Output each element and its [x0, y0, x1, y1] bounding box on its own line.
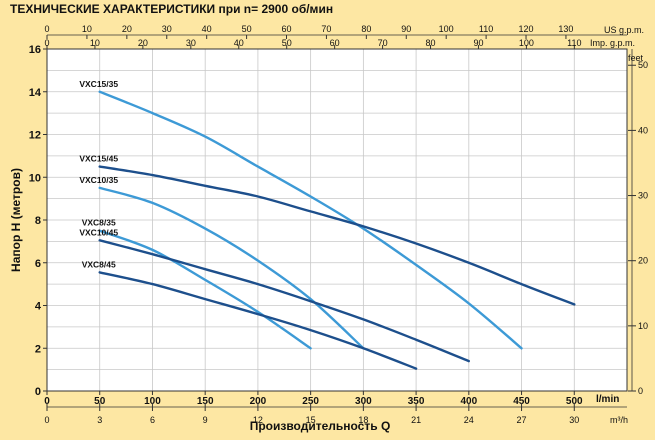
x-tick-label: 450 [513, 396, 530, 407]
m3h-tick-label: 9 [203, 415, 208, 425]
imp-gpm-tick-label: 80 [426, 38, 436, 48]
m3h-tick-label: 15 [306, 415, 316, 425]
m3h-unit-label: m³/h [610, 415, 628, 425]
x-tick-label: 350 [408, 396, 425, 407]
x-tick-label: 200 [250, 396, 267, 407]
y-tick-label: 8 [35, 215, 41, 227]
imp-gpm-tick-label: 40 [234, 38, 244, 48]
m3h-tick-label: 27 [517, 415, 527, 425]
series-label: VXC15/35 [79, 79, 118, 89]
us-gpm-tick-label: 120 [519, 24, 534, 34]
us-gpm-unit-label: US g.p.m. [604, 25, 644, 35]
feet-unit-label: feet [628, 53, 644, 63]
chart-title: ТЕХНИЧЕСКИЕ ХАРАКТЕРИСТИКИ при n= 2900 о… [10, 2, 333, 16]
x-tick-label: 150 [197, 396, 214, 407]
x-tick-label: 300 [355, 396, 372, 407]
imp-gpm-tick-label: 70 [378, 38, 388, 48]
y-tick-label: 0 [35, 386, 41, 398]
lmin-unit-label: l/min [596, 394, 619, 405]
us-gpm-tick-label: 30 [162, 24, 172, 34]
us-gpm-tick-label: 130 [558, 24, 573, 34]
us-gpm-tick-label: 50 [242, 24, 252, 34]
feet-tick-label: 50 [638, 60, 648, 70]
us-gpm-tick-label: 0 [44, 24, 49, 34]
us-gpm-tick-label: 40 [202, 24, 212, 34]
imp-gpm-tick-label: 0 [44, 38, 49, 48]
y-tick-label: 4 [35, 301, 42, 313]
m3h-tick-label: 30 [569, 415, 579, 425]
series-line [98, 229, 312, 350]
y-tick-label: 6 [35, 258, 41, 270]
us-gpm-tick-label: 60 [282, 24, 292, 34]
series-line [98, 271, 418, 370]
m3h-tick-label: 3 [97, 415, 102, 425]
series-label: VXC8/45 [82, 259, 116, 269]
y-tick-label: 14 [29, 87, 42, 99]
series-label: VXC10/35 [79, 175, 118, 185]
imp-gpm-tick-label: 90 [473, 38, 483, 48]
x-axis-label: Производительность Q [250, 419, 391, 433]
series-line [98, 186, 365, 350]
series-label: VXC8/35 [82, 218, 116, 228]
x-tick-label: 100 [144, 396, 161, 407]
x-tick-label: 250 [302, 396, 319, 407]
x-tick-label: 0 [44, 396, 50, 407]
feet-tick-label: 20 [638, 256, 648, 266]
us-gpm-tick-label: 110 [479, 24, 493, 34]
y-tick-label: 10 [29, 172, 41, 184]
feet-tick-label: 10 [638, 321, 648, 331]
x-tick-label: 500 [566, 396, 583, 407]
imp-gpm-tick-label: 30 [186, 38, 196, 48]
m3h-tick-label: 24 [464, 415, 474, 425]
feet-tick-label: 30 [638, 191, 648, 201]
imp-gpm-tick-label: 100 [519, 38, 534, 48]
imp-gpm-tick-label: 10 [90, 38, 100, 48]
y-axis-label: Напор H (метров) [9, 168, 23, 272]
series-line [98, 165, 576, 306]
series-line [98, 239, 470, 363]
m3h-tick-label: 6 [150, 415, 155, 425]
us-gpm-tick-label: 20 [122, 24, 132, 34]
x-tick-label: 50 [94, 396, 106, 407]
series-label: VXC15/45 [79, 154, 118, 164]
imp-gpm-unit-label: Imp. g.p.m. [590, 38, 635, 48]
us-gpm-tick-label: 80 [361, 24, 371, 34]
y-tick-label: 12 [29, 130, 41, 142]
us-gpm-tick-label: 100 [439, 24, 454, 34]
us-gpm-tick-label: 70 [321, 24, 331, 34]
m3h-tick-label: 18 [358, 415, 368, 425]
feet-tick-label: 0 [638, 386, 643, 396]
us-gpm-tick-label: 10 [82, 24, 92, 34]
series-label: VXC10/45 [79, 227, 118, 237]
imp-gpm-tick-label: 110 [567, 38, 581, 48]
y-tick-label: 2 [35, 343, 41, 355]
us-gpm-tick-label: 90 [401, 24, 411, 34]
feet-tick-label: 40 [638, 125, 648, 135]
imp-gpm-tick-label: 20 [138, 38, 148, 48]
m3h-tick-label: 21 [411, 415, 421, 425]
imp-gpm-tick-label: 50 [282, 38, 292, 48]
series-line [98, 90, 523, 350]
y-tick-label: 16 [29, 44, 41, 56]
imp-gpm-tick-label: 60 [330, 38, 340, 48]
x-tick-label: 400 [460, 396, 477, 407]
m3h-tick-label: 12 [253, 415, 263, 425]
m3h-tick-label: 0 [44, 415, 49, 425]
